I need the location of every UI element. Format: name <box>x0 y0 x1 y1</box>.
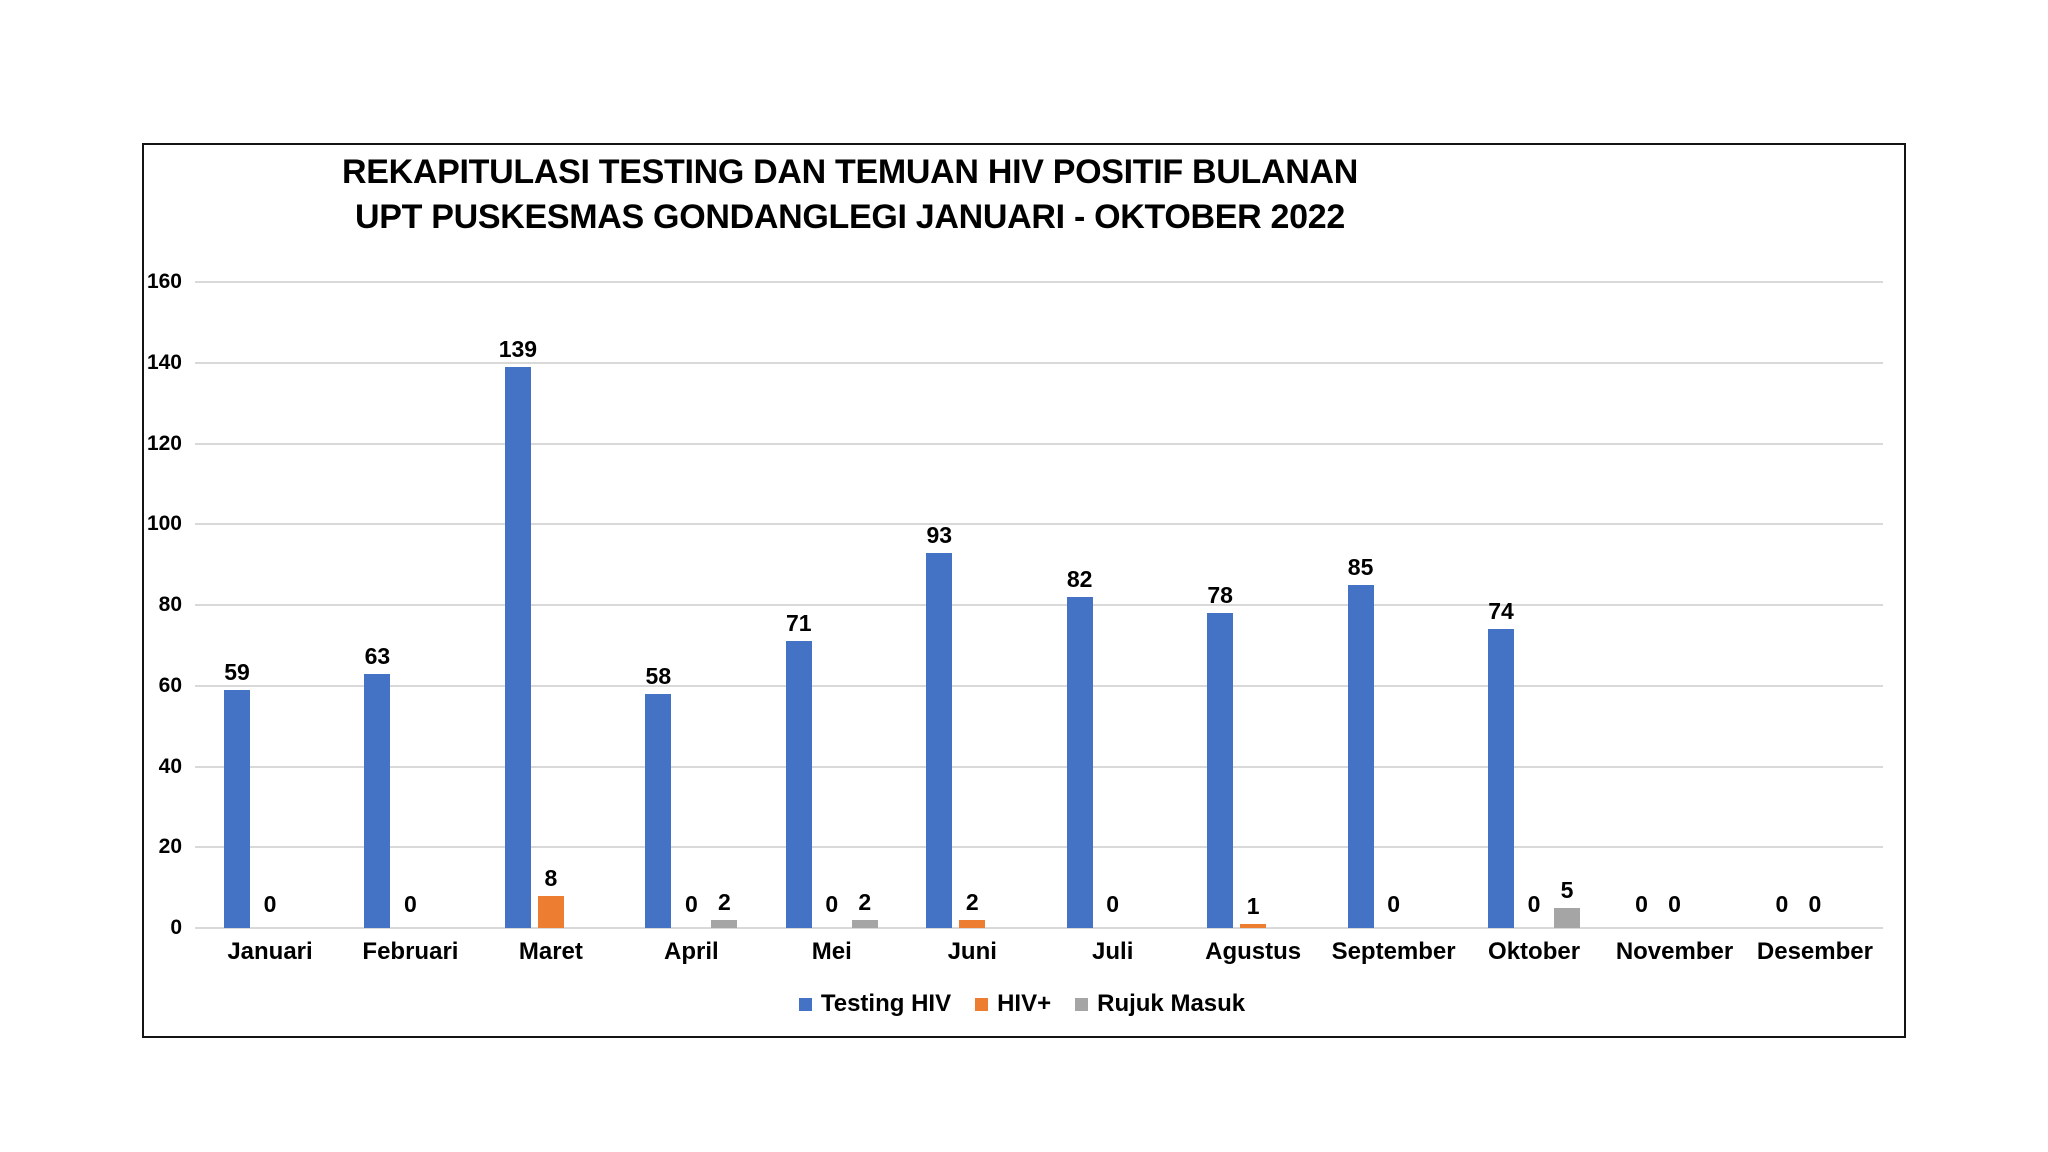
chart-title-line2: UPT PUSKESMAS GONDANGLEGI JANUARI - OKTO… <box>354 198 1345 236</box>
rujuk-masuk-bar <box>1554 907 1581 928</box>
gridline-y160 <box>195 281 1883 283</box>
gridline-y60 <box>195 684 1883 687</box>
legend-swatch-rujuk-masuk <box>1075 997 1089 1011</box>
hiv-value-label: 0 <box>263 891 277 917</box>
rujuk-masuk-value-label: 2 <box>858 888 872 915</box>
chart-border-frame <box>142 143 1906 1038</box>
y-axis-tick-60: 60 <box>158 673 182 697</box>
legend-label-testing-hiv: Testing HIV <box>820 990 952 1017</box>
testing-hiv-bar <box>1347 584 1374 928</box>
y-axis-tick-0: 0 <box>170 916 182 939</box>
testing-hiv-value-label: 63 <box>364 642 391 669</box>
x-axis-label-mei: Mei <box>811 938 852 965</box>
legend-item-hiv: HIV+ <box>975 990 1051 1018</box>
hiv-bar <box>959 919 986 928</box>
legend-swatch-hiv <box>975 997 989 1011</box>
hiv-value-label: 8 <box>544 864 558 891</box>
hiv-value-label: 0 <box>404 891 417 917</box>
rujuk-masuk-value-label: 2 <box>717 888 731 915</box>
x-axis-label-april: April <box>664 938 719 965</box>
plot-area: 59 63 139 58 71 93 82 78 85 74 0 0 0 0 8 0 0 2 0 1 0 0 0 0 2 2 5 <box>195 281 1883 929</box>
x-axis-label-juni: Juni <box>947 938 997 965</box>
gridline-y0 <box>195 927 1883 929</box>
rujuk-masuk-value-label: 5 <box>1560 876 1574 903</box>
chart-legend: Testing HIV HIV+ Rujuk Masuk <box>142 989 1902 1019</box>
chart-title: REKAPITULASI TESTING DAN TEMUAN HIV POSI… <box>250 150 1450 240</box>
testing-hiv-bar <box>645 693 672 928</box>
gridline-y100 <box>195 523 1883 526</box>
hiv-value-label: 1 <box>1246 892 1260 919</box>
hiv-value-label: 0 <box>684 891 698 917</box>
testing-hiv-value-label: 0 <box>1775 891 1789 917</box>
y-axis-tick-140: 140 <box>146 350 182 374</box>
testing-hiv-bar <box>785 641 812 928</box>
testing-hiv-bar <box>926 552 953 928</box>
testing-hiv-value-label: 93 <box>926 521 953 548</box>
gridline-y120 <box>195 442 1883 445</box>
testing-hiv-value-label: 59 <box>224 658 250 685</box>
hiv-value-label: 0 <box>1808 891 1822 917</box>
legend-item-testing-hiv: Testing HIV <box>798 990 952 1018</box>
testing-hiv-value-label: 78 <box>1207 582 1233 609</box>
testing-hiv-value-label: 74 <box>1488 598 1514 625</box>
x-axis-label-september: September <box>1331 938 1456 965</box>
testing-hiv-bar <box>1066 596 1093 928</box>
hiv-bar <box>537 895 564 928</box>
legend-item-rujuk-masuk: Rujuk Masuk <box>1075 990 1245 1018</box>
hiv-value-label: 0 <box>1527 891 1541 917</box>
gridline-y80 <box>195 604 1883 606</box>
testing-hiv-value-label: 139 <box>498 335 538 362</box>
hiv-value-label: 0 <box>825 891 839 917</box>
hiv-value-label: 0 <box>1668 891 1681 917</box>
hiv-value-label: 0 <box>1106 891 1120 917</box>
rujuk-masuk-bar <box>711 919 738 928</box>
gridline-y140 <box>195 361 1883 364</box>
gridline-y20 <box>195 846 1883 849</box>
gridline-y40 <box>195 765 1883 768</box>
testing-hiv-bar <box>364 673 391 928</box>
testing-hiv-value-label: 82 <box>1066 565 1093 592</box>
y-axis-tick-100: 100 <box>146 512 182 536</box>
legend-label-hiv: HIV+ <box>997 990 1052 1017</box>
testing-hiv-bar <box>1207 613 1234 928</box>
hiv-value-label: 0 <box>1387 891 1400 917</box>
x-axis-label-oktober: Oktober <box>1488 938 1581 965</box>
x-axis-label-januari: Januari <box>227 938 313 965</box>
x-axis-label-desember: Desember <box>1756 938 1873 965</box>
x-axis-label-juli: Juli <box>1092 938 1134 965</box>
hiv-bar <box>1240 923 1267 928</box>
y-axis-tick-120: 120 <box>146 431 182 455</box>
testing-hiv-value-label: 71 <box>786 610 812 637</box>
y-axis-tick-80: 80 <box>158 593 182 616</box>
legend-swatch-testing-hiv <box>798 997 812 1011</box>
y-axis-tick-20: 20 <box>158 835 182 859</box>
rujuk-masuk-bar <box>851 919 878 928</box>
x-axis-label-november: November <box>1615 938 1734 965</box>
y-axis-tick-40: 40 <box>158 754 182 778</box>
testing-hiv-value-label: 58 <box>645 662 672 689</box>
x-axis-label-maret: Maret <box>518 938 583 965</box>
legend-label-rujuk-masuk: Rujuk Masuk <box>1097 990 1246 1017</box>
testing-hiv-value-label: 85 <box>1347 553 1374 580</box>
y-axis-tick-160: 160 <box>146 270 182 293</box>
hiv-value-label: 2 <box>965 888 979 915</box>
x-axis-label-agustus: Agustus <box>1205 938 1302 965</box>
testing-hiv-bar <box>504 366 531 928</box>
testing-hiv-value-label: 0 <box>1635 891 1648 917</box>
testing-hiv-bar <box>224 689 250 928</box>
x-axis-label-februari: Februari <box>362 938 459 965</box>
testing-hiv-bar <box>1488 629 1515 928</box>
chart-title-line1: REKAPITULASI TESTING DAN TEMUAN HIV POSI… <box>341 153 1359 191</box>
